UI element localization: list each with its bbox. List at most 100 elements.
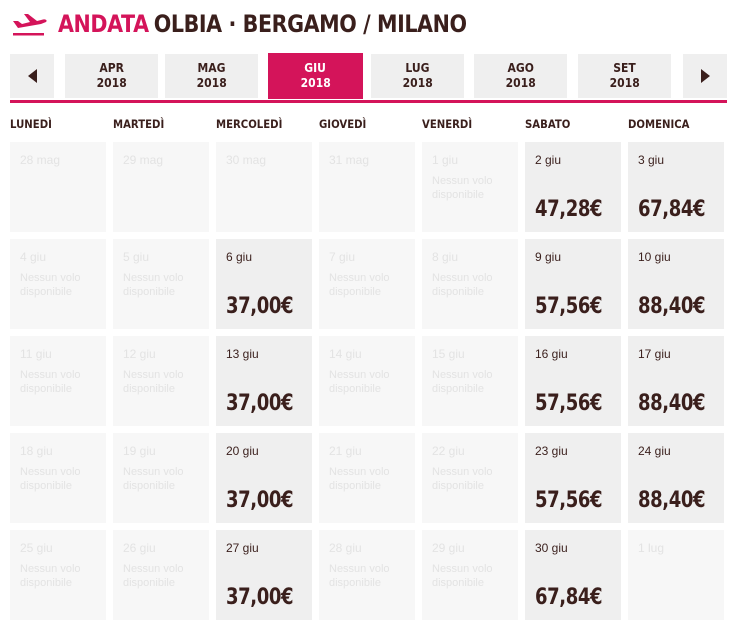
- day-date: 28 mag: [20, 153, 61, 167]
- day-date: 20 giu: [226, 444, 259, 458]
- weekday-label: DOMENICA: [628, 117, 690, 131]
- month-tab-label: SET: [613, 61, 636, 75]
- chevron-left-icon: [27, 69, 37, 83]
- day-cell-available[interactable]: 27 giu 37,00€: [216, 530, 312, 620]
- day-price: 47,28€: [535, 197, 603, 222]
- no-flight-label: Nessun volo disponibile: [123, 466, 184, 492]
- month-tab-label: GIU: [304, 61, 327, 75]
- day-cell-available[interactable]: 20 giu 37,00€: [216, 433, 312, 523]
- weekday-label: LUNEDÌ: [10, 117, 52, 131]
- day-cell-available[interactable]: 3 giu 67,84€: [628, 142, 724, 232]
- day-cell-unavailable: 25 giu Nessun volo disponibile: [10, 530, 106, 620]
- day-cell-unavailable: 28 mag: [10, 142, 106, 232]
- no-flight-label: Nessun volo disponibile: [123, 369, 184, 395]
- day-date: 1 giu: [432, 153, 459, 167]
- day-cell-available[interactable]: 2 giu 47,28€: [525, 142, 621, 232]
- month-tab-year: 2018: [402, 76, 433, 90]
- month-tab-year: 2018: [300, 76, 331, 90]
- no-flight-label: Nessun volo disponibile: [123, 272, 184, 298]
- day-date: 25 giu: [20, 541, 53, 555]
- month-tab-year: 2018: [505, 76, 536, 90]
- day-cell-unavailable: 22 giu Nessun volo disponibile: [422, 433, 518, 523]
- day-date: 29 mag: [123, 153, 164, 167]
- day-date: 17 giu: [638, 347, 671, 361]
- next-month-button[interactable]: [683, 54, 727, 98]
- day-cell-available[interactable]: 9 giu 57,56€: [525, 239, 621, 329]
- month-tab-label: MAG: [197, 61, 226, 75]
- chevron-right-icon: [700, 69, 710, 83]
- day-cell-available[interactable]: 10 giu 88,40€: [628, 239, 724, 329]
- day-date: 7 giu: [329, 250, 356, 264]
- day-date: 22 giu: [432, 444, 465, 458]
- weekday-label: MARTEDÌ: [113, 117, 165, 131]
- day-cell-available[interactable]: 23 giu 57,56€: [525, 433, 621, 523]
- day-price: 37,00€: [226, 488, 294, 513]
- day-date: 13 giu: [226, 347, 259, 361]
- month-tab-year: 2018: [609, 76, 640, 90]
- day-price: 57,56€: [535, 488, 603, 513]
- no-flight-label: Nessun volo disponibile: [329, 563, 390, 589]
- no-flight-label: Nessun volo disponibile: [329, 466, 390, 492]
- day-cell-available[interactable]: 6 giu 37,00€: [216, 239, 312, 329]
- direction-label: ANDATA: [58, 10, 149, 38]
- month-tab-lug[interactable]: LUG 2018: [371, 54, 464, 98]
- day-cell-unavailable: 29 mag: [113, 142, 209, 232]
- day-price: 37,00€: [226, 391, 294, 416]
- month-divider: [10, 100, 727, 103]
- day-cell-unavailable: 30 mag: [216, 142, 312, 232]
- day-cell-available[interactable]: 30 giu 67,84€: [525, 530, 621, 620]
- day-cell-available[interactable]: 13 giu 37,00€: [216, 336, 312, 426]
- day-price: 37,00€: [226, 585, 294, 610]
- prev-month-button[interactable]: [10, 54, 54, 98]
- weekday-label: VENERDÌ: [422, 117, 473, 131]
- day-cell-unavailable: 1 lug: [628, 530, 724, 620]
- day-date: 29 giu: [432, 541, 465, 555]
- day-cell-unavailable: 14 giu Nessun volo disponibile: [319, 336, 415, 426]
- day-cell-unavailable: 8 giu Nessun volo disponibile: [422, 239, 518, 329]
- day-cell-unavailable: 19 giu Nessun volo disponibile: [113, 433, 209, 523]
- day-date: 24 giu: [638, 444, 671, 458]
- day-cell-unavailable: 26 giu Nessun volo disponibile: [113, 530, 209, 620]
- no-flight-label: Nessun volo disponibile: [432, 175, 493, 201]
- day-price: 88,40€: [638, 294, 706, 319]
- day-date: 6 giu: [226, 250, 253, 264]
- day-cell-unavailable: 7 giu Nessun volo disponibile: [319, 239, 415, 329]
- day-date: 18 giu: [20, 444, 53, 458]
- month-tab-ago[interactable]: AGO 2018: [474, 54, 567, 98]
- day-date: 28 giu: [329, 541, 362, 555]
- day-cell-unavailable: 31 mag: [319, 142, 415, 232]
- month-tab-year: 2018: [96, 76, 127, 90]
- day-price: 67,84€: [535, 585, 603, 610]
- page-title: ANDATA OLBIA · BERGAMO / MILANO: [58, 10, 467, 38]
- day-date: 19 giu: [123, 444, 156, 458]
- month-tab-set[interactable]: SET 2018: [578, 54, 671, 98]
- no-flight-label: Nessun volo disponibile: [123, 563, 184, 589]
- month-tab-year: 2018: [196, 76, 227, 90]
- day-cell-unavailable: 1 giu Nessun volo disponibile: [422, 142, 518, 232]
- no-flight-label: Nessun volo disponibile: [20, 369, 81, 395]
- weekday-label: MERCOLEDÌ: [216, 117, 283, 131]
- day-date: 1 lug: [638, 541, 665, 555]
- day-date: 16 giu: [535, 347, 568, 361]
- day-cell-unavailable: 15 giu Nessun volo disponibile: [422, 336, 518, 426]
- day-date: 30 mag: [226, 153, 267, 167]
- day-cell-available[interactable]: 24 giu 88,40€: [628, 433, 724, 523]
- day-cell-available[interactable]: 17 giu 88,40€: [628, 336, 724, 426]
- month-tab-label: AGO: [507, 61, 534, 75]
- day-cell-available[interactable]: 16 giu 57,56€: [525, 336, 621, 426]
- month-tab-mag[interactable]: MAG 2018: [165, 54, 258, 98]
- day-price: 88,40€: [638, 391, 706, 416]
- month-tab-giu[interactable]: GIU 2018: [268, 53, 363, 99]
- day-date: 15 giu: [432, 347, 465, 361]
- no-flight-label: Nessun volo disponibile: [432, 369, 493, 395]
- day-date: 14 giu: [329, 347, 362, 361]
- day-cell-unavailable: 11 giu Nessun volo disponibile: [10, 336, 106, 426]
- day-cell-unavailable: 21 giu Nessun volo disponibile: [319, 433, 415, 523]
- route-label: OLBIA · BERGAMO / MILANO: [153, 10, 467, 38]
- day-date: 11 giu: [20, 347, 52, 361]
- month-tab-apr[interactable]: APR 2018: [65, 54, 158, 98]
- month-tab-label: LUG: [405, 61, 430, 75]
- day-date: 12 giu: [123, 347, 156, 361]
- day-date: 23 giu: [535, 444, 568, 458]
- day-cell-unavailable: 12 giu Nessun volo disponibile: [113, 336, 209, 426]
